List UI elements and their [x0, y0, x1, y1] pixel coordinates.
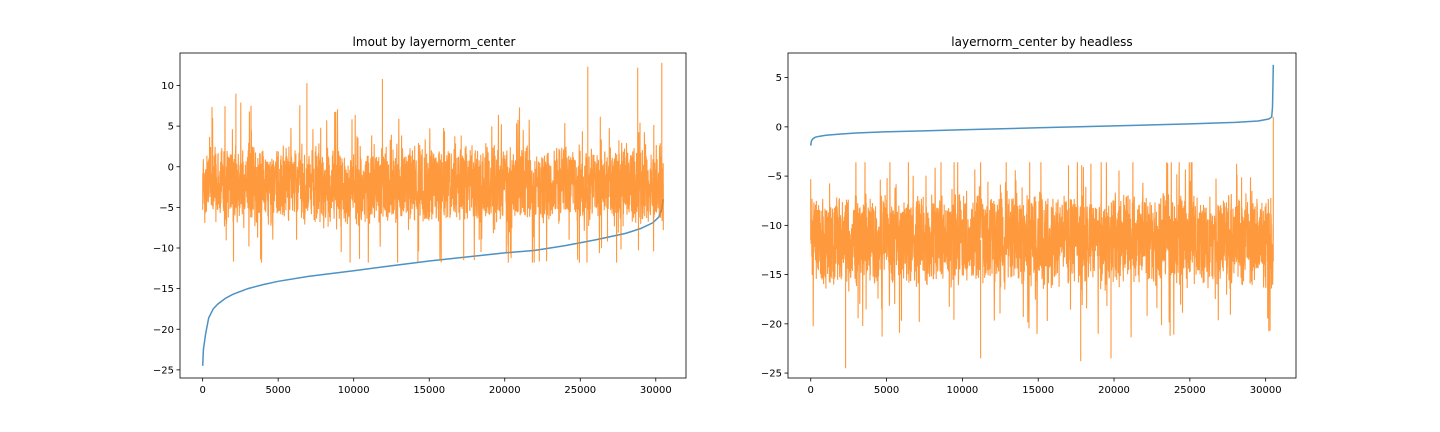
chart-title: layernorm_center by headless	[951, 35, 1132, 49]
plot-area	[787, 52, 1297, 379]
x-axis: 0 5000 10000 15000 20000 25000 30000	[199, 378, 672, 396]
x-tick-label: 5000	[265, 385, 290, 396]
y-tick-label: −25	[153, 365, 174, 376]
y-tick-label: 0	[168, 162, 174, 173]
chart-layernorm-center-by-headless: layernorm_center by headless 0 5000 10000 1…	[761, 35, 1297, 396]
y-tick-label: −10	[761, 221, 782, 232]
y-tick-label: −25	[761, 369, 782, 380]
y-tick-label: 5	[776, 73, 782, 84]
y-tick-label: −5	[159, 203, 174, 214]
series-line-sorted	[809, 64, 1275, 146]
series-group	[809, 64, 1275, 369]
series-line-noisy	[202, 62, 664, 263]
plot-area	[179, 52, 687, 379]
x-tick-label: 20000	[489, 385, 521, 396]
y-tick-label: −5	[767, 172, 782, 183]
y-tick-label: −20	[153, 325, 174, 336]
x-tick-label: 5000	[874, 385, 899, 396]
x-tick-label: 30000	[1250, 385, 1282, 396]
x-tick-label: 0	[199, 385, 205, 396]
chart-title: lmout by layernorm_center	[353, 35, 516, 49]
x-axis: 0 5000 10000 15000 20000 25000 30000	[808, 378, 1282, 396]
x-tick-label: 15000	[1022, 385, 1054, 396]
plot-frame	[787, 52, 1297, 379]
x-tick-label: 10000	[338, 385, 370, 396]
y-tick-label: −10	[153, 244, 174, 255]
series-group	[201, 62, 665, 366]
x-tick-label: 20000	[1098, 385, 1130, 396]
y-tick-label: −20	[761, 319, 782, 330]
x-tick-label: 30000	[640, 385, 672, 396]
x-tick-label: 25000	[564, 385, 596, 396]
series-line-noisy	[810, 117, 1274, 369]
x-tick-label: 25000	[1174, 385, 1206, 396]
chart-lmout-by-layernorm-center: lmout by layernorm_center 0 5000 10000 1500…	[153, 35, 687, 396]
y-tick-label: −15	[153, 284, 174, 295]
y-tick-label: 0	[776, 122, 782, 133]
y-axis: −25 −20 −15 −10 −5 0 5	[761, 73, 788, 380]
plot-frame	[179, 52, 687, 379]
x-tick-label: 0	[808, 385, 814, 396]
x-tick-label: 10000	[946, 385, 978, 396]
series-line-sorted	[201, 199, 665, 366]
y-tick-label: 5	[168, 122, 174, 133]
y-tick-label: −15	[761, 270, 782, 281]
x-tick-label: 15000	[413, 385, 445, 396]
y-tick-label: 10	[161, 81, 174, 92]
y-axis: −25 −20 −15 −10 −5 0 5 10	[153, 81, 180, 376]
